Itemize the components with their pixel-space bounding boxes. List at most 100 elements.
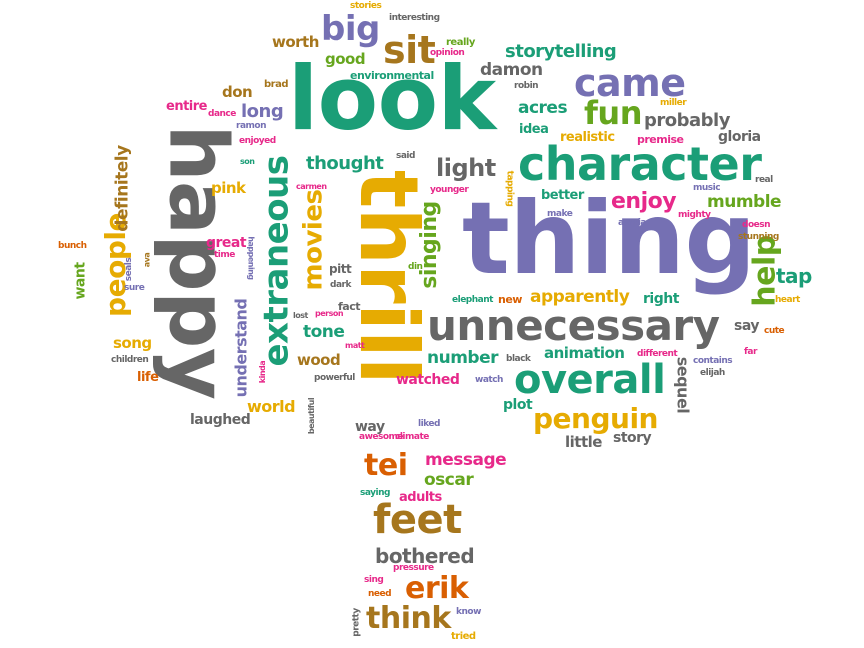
word-dark: dark	[330, 280, 351, 290]
word-oscar: oscar	[424, 470, 474, 490]
word-know: know	[456, 607, 481, 617]
word-say: say	[734, 318, 759, 334]
word-said: said	[396, 151, 415, 161]
word-pitt: pitt	[329, 262, 352, 276]
word-damon: damon	[480, 60, 543, 80]
word-penguin: penguin	[533, 402, 658, 435]
word-plot: plot	[503, 397, 533, 413]
word-watch: watch	[475, 375, 503, 385]
word-big: big	[321, 9, 380, 49]
word-apparently: apparently	[530, 287, 630, 307]
word-good: good	[325, 50, 366, 68]
word-thing: thing	[462, 180, 756, 297]
word-miller: miller	[660, 98, 687, 108]
word-cute: cute	[764, 326, 785, 336]
word-definitely: definitely	[112, 145, 133, 232]
word-gloria: gloria	[718, 129, 761, 145]
word-real: real	[755, 175, 773, 185]
word-really: really	[446, 37, 475, 48]
word-beautiful: beautiful	[307, 397, 317, 435]
word-understand: understand	[231, 298, 251, 398]
word-ava: ava	[142, 252, 152, 268]
word-children: children	[111, 355, 149, 365]
word-tone: tone	[303, 322, 345, 342]
word-look: look	[288, 47, 496, 150]
word-powerful: powerful	[314, 373, 355, 383]
word-son: son	[240, 157, 255, 166]
word-bothered: bothered	[375, 544, 475, 568]
word-happening: happening	[246, 236, 256, 280]
word-need: need	[368, 589, 392, 599]
word-robin: robin	[514, 81, 539, 91]
word-watched: watched	[396, 372, 460, 388]
word-kinda: kinda	[258, 360, 268, 384]
word-little: little	[565, 433, 602, 451]
word-probably: probably	[644, 110, 730, 131]
word-time: time	[214, 250, 235, 260]
word-sequel: sequel	[673, 356, 693, 414]
word-wood: wood	[297, 351, 341, 369]
word-elephant: elephant	[452, 295, 493, 305]
word-fact: fact	[338, 300, 361, 313]
word-pink: pink	[211, 179, 246, 197]
word-different: different	[637, 349, 678, 359]
word-contains: contains	[693, 356, 733, 366]
word-tap: tap	[776, 264, 812, 288]
word-storytelling: storytelling	[505, 41, 617, 62]
word-tapping: tapping	[504, 170, 515, 207]
word-elijah: elijah	[700, 368, 725, 378]
word-new: new	[498, 293, 522, 306]
word-want: want	[72, 262, 89, 300]
word-light: light	[436, 154, 496, 182]
word-premise: premise	[637, 133, 684, 146]
word-unnecessary: unnecessary	[427, 301, 720, 350]
word-brad: brad	[264, 79, 289, 90]
word-seals: seals	[124, 257, 135, 282]
word-doesn: doesn	[742, 220, 771, 230]
word-bunch: bunch	[58, 241, 87, 251]
word-carmen: carmen	[296, 182, 327, 191]
word-interesting: interesting	[389, 13, 440, 23]
word-don: don	[222, 83, 253, 101]
word-world: world	[247, 397, 296, 416]
word-heart: heart	[775, 295, 800, 305]
word-song: song	[113, 334, 152, 352]
word-saying: saying	[360, 488, 390, 498]
word-message: message	[425, 450, 507, 470]
word-laughed: laughed	[190, 412, 251, 428]
word-lost: lost	[293, 311, 308, 320]
word-realistic: realistic	[560, 130, 615, 145]
word-right: right	[643, 291, 679, 307]
word-life: life	[137, 370, 159, 385]
word-erik: erik	[405, 571, 469, 606]
word-environmental: environmental	[350, 69, 434, 82]
word-extraneous: extraneous	[256, 155, 297, 367]
word-din: din	[408, 262, 423, 272]
word-better: better	[541, 188, 584, 203]
word-tei: tei	[364, 448, 408, 483]
word-fun: fun	[584, 94, 642, 132]
word-came: came	[574, 61, 686, 105]
word-sit: sit	[383, 28, 436, 72]
word-matt: matt	[345, 341, 365, 350]
word-feet: feet	[373, 497, 462, 543]
word-sing: sing	[364, 575, 384, 585]
word-way: way	[355, 419, 385, 435]
word-far: far	[744, 347, 757, 357]
word-character: character	[518, 137, 762, 191]
word-stunning: stunning	[738, 232, 779, 242]
word-adults: adults	[399, 490, 442, 505]
word-black: black	[506, 354, 531, 364]
word-great: great	[206, 235, 247, 251]
word-animation: animation	[544, 344, 625, 362]
word-happy: happy	[151, 124, 245, 400]
word-azaria: azaria	[618, 218, 646, 228]
word-mumble: mumble	[707, 192, 782, 212]
word-idea: idea	[519, 122, 549, 137]
word-overall: overall	[514, 357, 666, 403]
word-tried: tried	[451, 631, 476, 642]
word-pressure: pressure	[393, 563, 434, 573]
word-mighty: mighty	[678, 210, 711, 220]
word-thought: thought	[306, 153, 384, 174]
word-movies: movies	[298, 189, 329, 291]
